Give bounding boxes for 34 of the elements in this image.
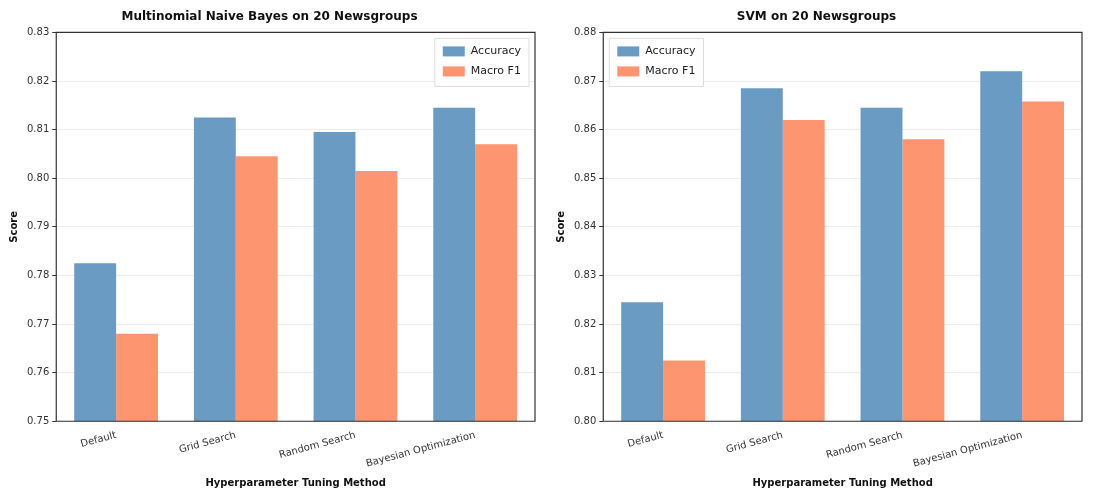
legend-label: Accuracy — [470, 44, 522, 58]
y-tick-label: 0.83 — [27, 25, 50, 37]
chart-title: SVM on 20 Newsgroups — [736, 9, 897, 24]
y-tick-label: 0.76 — [27, 366, 50, 378]
x-tick-label: Default — [79, 428, 118, 449]
y-tick-label: 0.77 — [27, 317, 50, 329]
y-tick-label: 0.80 — [27, 171, 50, 183]
x-tick-label: Random Search — [277, 428, 357, 460]
legend-label: Macro F1 — [645, 64, 696, 78]
y-tick-label: 0.80 — [574, 414, 597, 426]
y-tick-label: 0.85 — [574, 171, 597, 183]
y-tick-label: 0.81 — [574, 366, 597, 378]
y-tick-label: 0.83 — [574, 269, 597, 281]
y-tick-label: 0.79 — [27, 220, 50, 232]
x-tick-label: Random Search — [824, 428, 904, 460]
chart-title: Multinomial Naive Bayes on 20 Newsgroups — [121, 9, 418, 24]
y-tick-label: 0.78 — [27, 269, 50, 281]
x-tick-label: Grid Search — [724, 428, 784, 455]
legend-label: Accuracy — [645, 44, 696, 58]
y-tick-label: 0.88 — [574, 25, 597, 37]
y-axis-title: Score — [554, 210, 566, 243]
legend-label: Macro F1 — [470, 64, 521, 78]
y-tick-label: 0.75 — [27, 414, 50, 426]
x-axis-title: Hyperparameter Tuning Method — [205, 476, 386, 488]
y-tick-label: 0.86 — [574, 123, 597, 135]
y-tick-label: 0.82 — [27, 74, 50, 86]
y-tick-label: 0.81 — [27, 123, 50, 135]
y-tick-label: 0.82 — [574, 317, 597, 329]
x-axis-title: Hyperparameter Tuning Method — [752, 476, 933, 488]
y-tick-label: 0.87 — [574, 74, 597, 86]
x-tick-label: Grid Search — [177, 428, 237, 455]
y-tick-label: 0.84 — [574, 220, 597, 232]
y-axis-title: Score — [7, 210, 19, 243]
x-tick-label: Default — [626, 428, 665, 449]
